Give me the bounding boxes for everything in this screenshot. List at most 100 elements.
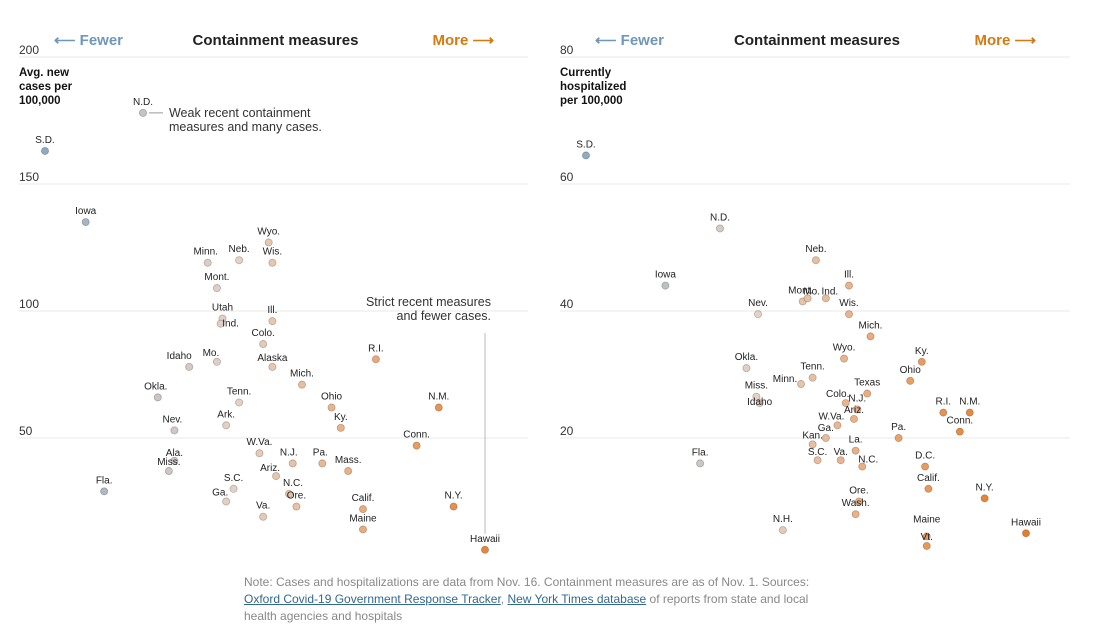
point-label: R.I. (936, 397, 952, 408)
annotation-weak: measures and many cases. (169, 120, 322, 134)
data-point (255, 449, 264, 458)
point-label: Mass. (335, 455, 362, 466)
point-label: Ala. (166, 448, 183, 459)
data-point (921, 462, 930, 471)
y-tick-label: 20 (560, 424, 574, 438)
data-point (866, 332, 875, 341)
data-point (845, 310, 854, 319)
point-label: Mich. (290, 369, 314, 380)
point-label: Kan. (802, 430, 823, 441)
point-label: R.I. (368, 343, 384, 354)
data-point (170, 426, 179, 435)
data-point (894, 433, 903, 442)
point-label: S.D. (35, 135, 54, 146)
data-point (851, 446, 860, 455)
point-label: Mont. (788, 285, 813, 296)
data-point (980, 494, 989, 503)
y-axis-label: cases per (19, 81, 73, 93)
point-label: S.C. (224, 473, 243, 484)
point-label: Minn. (773, 374, 797, 385)
data-point (81, 218, 90, 227)
data-point (259, 340, 268, 349)
data-point (1022, 529, 1031, 538)
point-label: Okla. (735, 352, 758, 363)
data-point (836, 456, 845, 465)
note-text: Note: Cases and hospitalizations are dat… (244, 575, 810, 589)
point-label: Pa. (313, 447, 328, 458)
point-label: Iowa (75, 206, 97, 217)
data-point (272, 472, 281, 481)
data-point (742, 364, 751, 373)
point-label: N.D. (710, 212, 730, 223)
point-label: Hawaii (470, 534, 500, 545)
data-point (358, 505, 367, 514)
point-label: La. (849, 435, 863, 446)
point-label: Mo. (803, 286, 820, 297)
data-point (268, 362, 277, 371)
data-point (344, 467, 353, 476)
point-label: W.Va. (246, 437, 272, 448)
data-point (582, 151, 591, 160)
data-point (661, 281, 670, 290)
data-point (778, 526, 787, 535)
data-point (833, 421, 842, 430)
point-label: Neb. (229, 244, 250, 255)
y-tick-label: 60 (560, 170, 574, 184)
oxford-tracker-link[interactable]: Oxford Covid-19 Government Response Trac… (244, 592, 501, 606)
point-label: Maine (913, 514, 941, 525)
data-point (797, 380, 806, 389)
data-point (821, 433, 830, 442)
data-point (955, 427, 964, 436)
y-axis-label: 100,000 (19, 95, 61, 107)
point-label: N.H. (773, 514, 793, 525)
point-label: W.Va. (818, 411, 844, 422)
data-point (327, 403, 336, 412)
data-point (297, 380, 306, 389)
point-label: Fla. (96, 475, 113, 486)
y-axis-label: hospitalized (560, 81, 626, 93)
data-point (696, 459, 705, 468)
data-point (434, 403, 443, 412)
note-text-end: of reports from state and local health a… (244, 592, 809, 623)
y-tick-label: 100 (19, 297, 39, 311)
point-label: Ariz. (844, 405, 864, 416)
point-label: Colo. (826, 389, 849, 400)
point-label: Idaho (747, 397, 772, 408)
data-point (292, 502, 301, 511)
point-label: Ore. (287, 491, 306, 502)
point-label: Mich. (859, 320, 883, 331)
footnote: Note: Cases and hospitalizations are dat… (244, 575, 810, 623)
y-tick-label: 80 (560, 43, 574, 57)
point-label: Conn. (946, 416, 973, 427)
point-label: Va. (834, 447, 848, 458)
point-label: Iowa (655, 270, 677, 281)
fewer-label: ⟵ Fewer (595, 32, 664, 49)
y-axis-label: Avg. new (19, 67, 69, 79)
nyt-database-link[interactable]: New York Times database (507, 592, 647, 606)
annotation-weak: Weak recent containment (169, 106, 311, 120)
data-point (318, 459, 327, 468)
chart-canvas: 200 150 100 50 Avg. new cases per 100,000 ⟵ Few… (19, 32, 1070, 554)
data-point (808, 440, 817, 449)
point-label: Fla. (692, 447, 709, 458)
y-tick-label: 50 (19, 424, 33, 438)
annotation-strict: Strict recent measures (366, 295, 491, 309)
point-label: Colo. (251, 328, 274, 339)
point-label: Ark. (217, 409, 235, 420)
data-point (216, 319, 225, 328)
header-title: Containment measures (734, 32, 900, 49)
point-label: N.Y. (976, 482, 994, 493)
data-point (752, 392, 761, 401)
point-label: Miss. (745, 381, 768, 392)
point-label: Ind. (222, 319, 239, 330)
data-point (138, 108, 147, 117)
point-label: N.J. (848, 393, 866, 404)
data-point (853, 405, 862, 414)
data-point (268, 258, 277, 267)
data-point (222, 497, 231, 506)
data-point (100, 487, 109, 496)
point-label: Idaho (167, 351, 192, 362)
data-point (922, 541, 931, 550)
point-label: Minn. (193, 247, 217, 258)
data-point (924, 484, 933, 493)
